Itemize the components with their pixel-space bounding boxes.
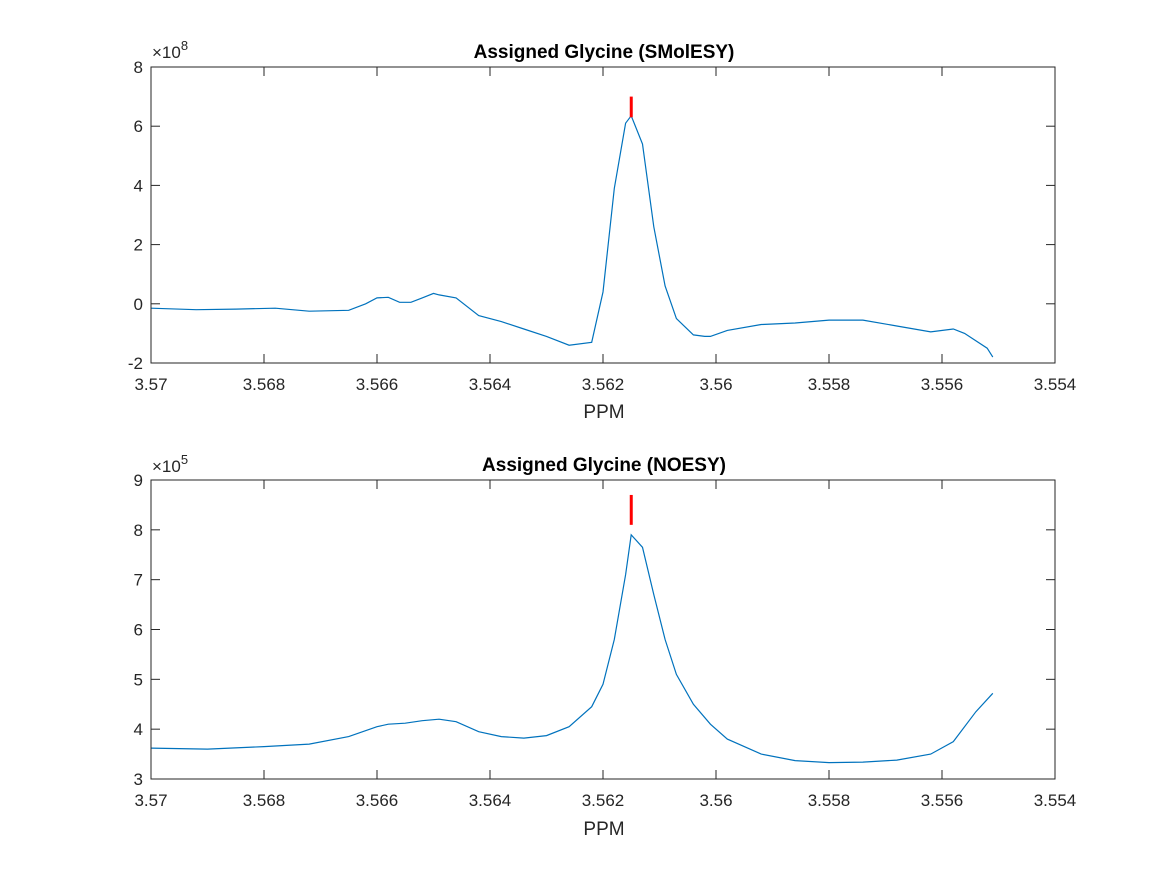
x-tick-label: 3.568 — [243, 375, 286, 394]
chart-panel-noesy: Assigned Glycine (NOESY) ×105 3.57 3.568 3… — [134, 452, 1077, 840]
y-tick-label: 6 — [134, 621, 143, 640]
y-tick-label: 8 — [134, 58, 143, 77]
axes-box — [150, 66, 1056, 364]
y-tick-label: 4 — [134, 176, 143, 195]
y-tick-label: 5 — [134, 670, 143, 689]
x-axis-label: PPM — [583, 402, 624, 423]
x-tick-label: 3.564 — [469, 375, 512, 394]
x-tick-label: 3.566 — [356, 375, 399, 394]
y-tick-label: 6 — [134, 117, 143, 136]
x-tick-label: 3.564 — [469, 791, 512, 810]
y-tick-label: 0 — [134, 295, 143, 314]
y-tick-label: -2 — [128, 354, 143, 373]
x-axis-label: PPM — [583, 819, 624, 840]
y-tick-label: 9 — [134, 471, 143, 490]
x-tick-label: 3.57 — [134, 791, 167, 810]
chart-title: Assigned Glycine (NOESY) — [482, 455, 726, 476]
y-tick-label: 4 — [134, 720, 143, 739]
x-tick-label: 3.562 — [582, 791, 625, 810]
x-tick-label: 3.556 — [921, 791, 964, 810]
series-line — [150, 533, 994, 764]
x-tick-label: 3.556 — [921, 375, 964, 394]
series-line — [150, 114, 994, 358]
y-tick-label: 7 — [134, 571, 143, 590]
x-tick-label: 3.558 — [808, 791, 851, 810]
y-tick-label: 8 — [134, 521, 143, 540]
axes-box — [150, 479, 1056, 780]
x-tick-label: 3.568 — [243, 791, 286, 810]
y-exponent-label: ×108 — [152, 38, 188, 62]
x-tick-label: 3.558 — [808, 375, 851, 394]
y-exponent-label: ×105 — [152, 452, 188, 476]
y-tick-label: 2 — [134, 236, 143, 255]
x-tick-label: 3.554 — [1034, 791, 1077, 810]
chart-title: Assigned Glycine (SMolESY) — [474, 42, 735, 63]
x-tick-label: 3.56 — [699, 791, 732, 810]
x-tick-label: 3.562 — [582, 375, 625, 394]
y-tick-label: 3 — [134, 770, 143, 789]
x-tick-label: 3.554 — [1034, 375, 1077, 394]
x-tick-label: 3.566 — [356, 791, 399, 810]
x-tick-label: 3.56 — [699, 375, 732, 394]
chart-panel-smolesy: Assigned Glycine (SMolESY) ×108 3.57 3.56… — [128, 38, 1076, 423]
x-tick-label: 3.57 — [134, 375, 167, 394]
